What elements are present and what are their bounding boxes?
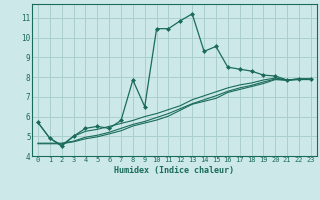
X-axis label: Humidex (Indice chaleur): Humidex (Indice chaleur): [115, 166, 234, 175]
